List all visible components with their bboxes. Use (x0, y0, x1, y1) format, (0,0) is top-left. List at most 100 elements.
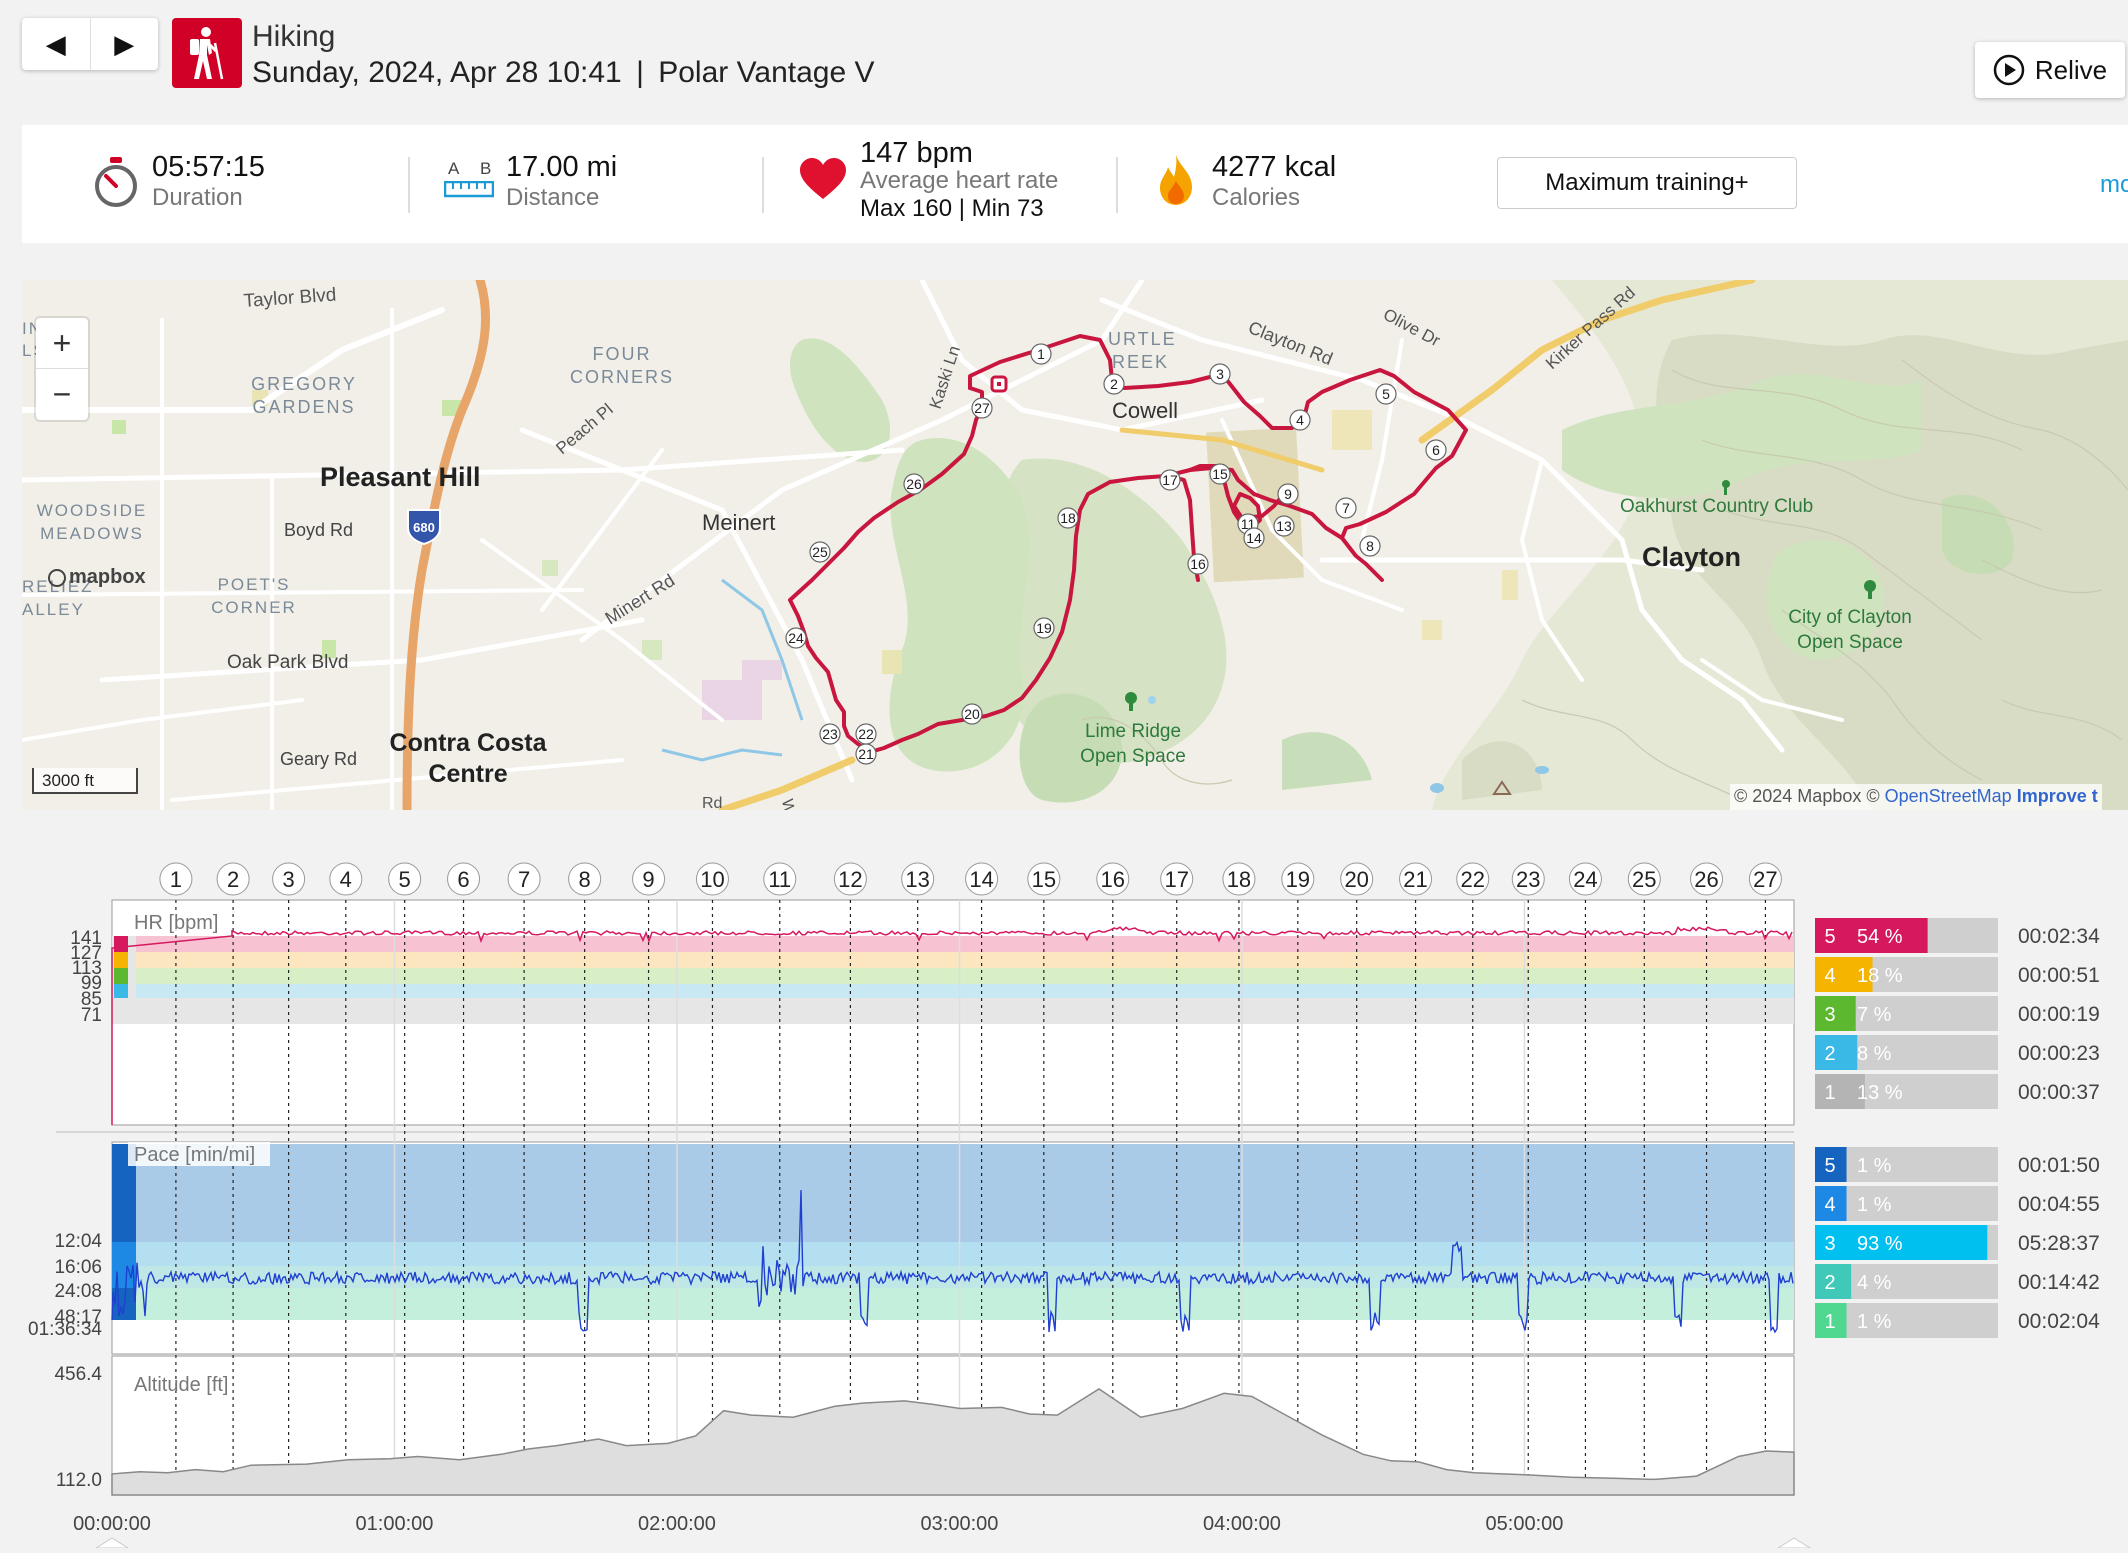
divider (1116, 157, 1118, 213)
lap-badge-10 (695, 862, 729, 896)
time-tick: 02:00:00 (638, 1513, 716, 1535)
calories-label: Calories (1212, 184, 1301, 211)
svg-text:Oak Park Blvd: Oak Park Blvd (227, 652, 348, 673)
more-link[interactable]: mo (2100, 171, 2128, 198)
road-layer (22, 280, 1844, 810)
route-marker-22 (855, 723, 877, 745)
hr-zone-percent: 54 % (1857, 926, 1903, 948)
pace-zone-label-bg (1815, 1225, 1845, 1260)
lap-badge-label: 20 (1344, 867, 1368, 892)
lap-badge-18 (1222, 862, 1256, 896)
hr-zone-number: 3 (1824, 1004, 1835, 1026)
time-tick: 01:00:00 (356, 1513, 434, 1535)
lap-badge-label: 24 (1573, 867, 1597, 892)
lap-badge-12 (833, 862, 867, 896)
pace-y-tick: 16:06 (54, 1257, 102, 1278)
altitude-min-tick: 112.0 (56, 1470, 102, 1491)
route-marker-label: 16 (1190, 556, 1206, 572)
chart-canvas[interactable]: 1 2 3 4 5 6 7 8 9 10 11 12 13 14 15 16 17 18 19 20 21 22 23 24 2… (0, 850, 2128, 1549)
pace-zone-label-bg (1815, 1147, 1845, 1182)
route-marker-19 (1033, 617, 1055, 639)
route-marker-2 (1103, 373, 1125, 395)
svg-text:CORNER: CORNER (211, 598, 297, 617)
device-name: Polar Vantage V (658, 56, 875, 89)
route-marker-label: 24 (788, 630, 804, 646)
pace-zone-fill (1845, 1264, 1852, 1299)
lap-badge-label: 15 (1032, 867, 1056, 892)
route-marker-label: 21 (858, 746, 874, 762)
improve-map-link[interactable]: Improve t (2016, 786, 2098, 806)
lap-badge-label: 11 (768, 867, 791, 892)
route-map[interactable]: 680 1 2 3 4 5 6 7 8 9 11 13 14 15 16 17 18 19 20 21 22 23 24 2… (22, 280, 2128, 810)
svg-text:REEK: REEK (1112, 352, 1169, 372)
route-marker-layer (990, 375, 1008, 393)
duration-label: Duration (152, 184, 243, 211)
heart-rate-stat: 147 bpm Average heart rate Max 160 | Min… (796, 125, 1126, 243)
route-marker-label: 14 (1246, 530, 1262, 546)
hr-zone-fill (1845, 918, 1928, 953)
svg-text:Peach Pl: Peach Pl (552, 400, 616, 458)
zoom-control: + − (36, 318, 88, 420)
activity-header: ◀ ▶ Hiking Sunday, 2024, Apr 28 10:41 | … (0, 0, 2128, 125)
pace-zone-fill (1845, 1147, 1847, 1182)
previous-activity-button[interactable]: ◀ (22, 18, 91, 70)
subtitle-separator: | (636, 56, 644, 89)
lap-badge-9 (632, 862, 666, 896)
hr-zone-percent: 13 % (1857, 1082, 1903, 1104)
duration-value: 05:57:15 (152, 151, 265, 183)
osm-link[interactable]: OpenStreetMap (1884, 786, 2012, 806)
avg-heart-rate-label: Average heart rate (860, 167, 1059, 194)
route-marker-label: 22 (858, 726, 874, 742)
pace-y-tick: 24:08 (54, 1281, 102, 1302)
route-marker-label: 26 (906, 476, 922, 492)
lap-badge-1 (159, 862, 193, 896)
heart-icon (800, 158, 846, 199)
water-layer (661, 578, 1549, 793)
route-marker-label: 18 (1060, 510, 1076, 526)
pace-zone-percent: 93 % (1857, 1233, 1903, 1255)
route-marker-26 (903, 473, 925, 495)
next-activity-button[interactable]: ▶ (91, 18, 159, 70)
pace-zone-band (136, 1266, 1794, 1288)
pace-zone-band (136, 1288, 1794, 1320)
calories-value: 4277 kcal (1212, 151, 1337, 183)
pace-zone-number: 2 (1824, 1272, 1835, 1294)
hr-zone-number: 1 (1824, 1082, 1835, 1104)
hr-zone-swatch (114, 936, 128, 952)
play-circle-icon (1993, 54, 2025, 86)
svg-text:Oakhurst Country Club: Oakhurst Country Club (1620, 496, 1813, 517)
hr-zone-band (136, 952, 1794, 968)
lap-badge-22 (1456, 862, 1490, 896)
lap-badge-13 (901, 862, 935, 896)
svg-text:680: 680 (413, 520, 435, 535)
lap-badge-label: 22 (1460, 867, 1484, 892)
pace-zone-band (136, 1242, 1794, 1266)
zoom-out-button[interactable]: − (52, 376, 72, 412)
sport-name: Hiking (252, 20, 336, 53)
route-marker-label: 1 (1037, 346, 1045, 362)
relive-label: Relive (2034, 54, 2108, 85)
route-marker-label: 13 (1276, 518, 1292, 534)
svg-text:Centre: Centre (428, 760, 507, 788)
activity-subtitle: Sunday, 2024, Apr 28 10:41 | Polar Vanta… (252, 56, 875, 90)
pace-zone-percent: 4 % (1857, 1272, 1892, 1294)
distance-stat: A B 17.00 mi Distance (442, 125, 742, 243)
hr-zone-label-bg (1815, 996, 1845, 1031)
zoom-in-button[interactable]: + (36, 318, 88, 369)
training-load-button[interactable]: Maximum training+ (1497, 157, 1797, 209)
hr-zone-fill (1845, 1074, 1865, 1109)
lap-badge-21 (1399, 862, 1433, 896)
pace-zone-percent: 1 % (1857, 1194, 1892, 1216)
lap-badge-label: 10 (700, 867, 724, 892)
hr-zone-band (136, 968, 1794, 984)
route-marker-13 (1273, 515, 1295, 537)
hr-zone-number: 2 (1824, 1043, 1835, 1065)
lap-badge-5 (388, 862, 422, 896)
stopwatch-icon (95, 157, 137, 207)
pace-zone-fill (1845, 1303, 1847, 1338)
svg-text:Taylor Blvd: Taylor Blvd (243, 285, 337, 312)
relive-button[interactable]: Relive (1975, 42, 2125, 98)
pace-zone-number: 5 (1824, 1155, 1835, 1177)
activity-charts: 1 2 3 4 5 6 7 8 9 10 11 12 13 14 15 16 17 18 19 20 21 22 23 24 2… (0, 850, 2128, 1549)
lap-badge-17 (1160, 862, 1194, 896)
